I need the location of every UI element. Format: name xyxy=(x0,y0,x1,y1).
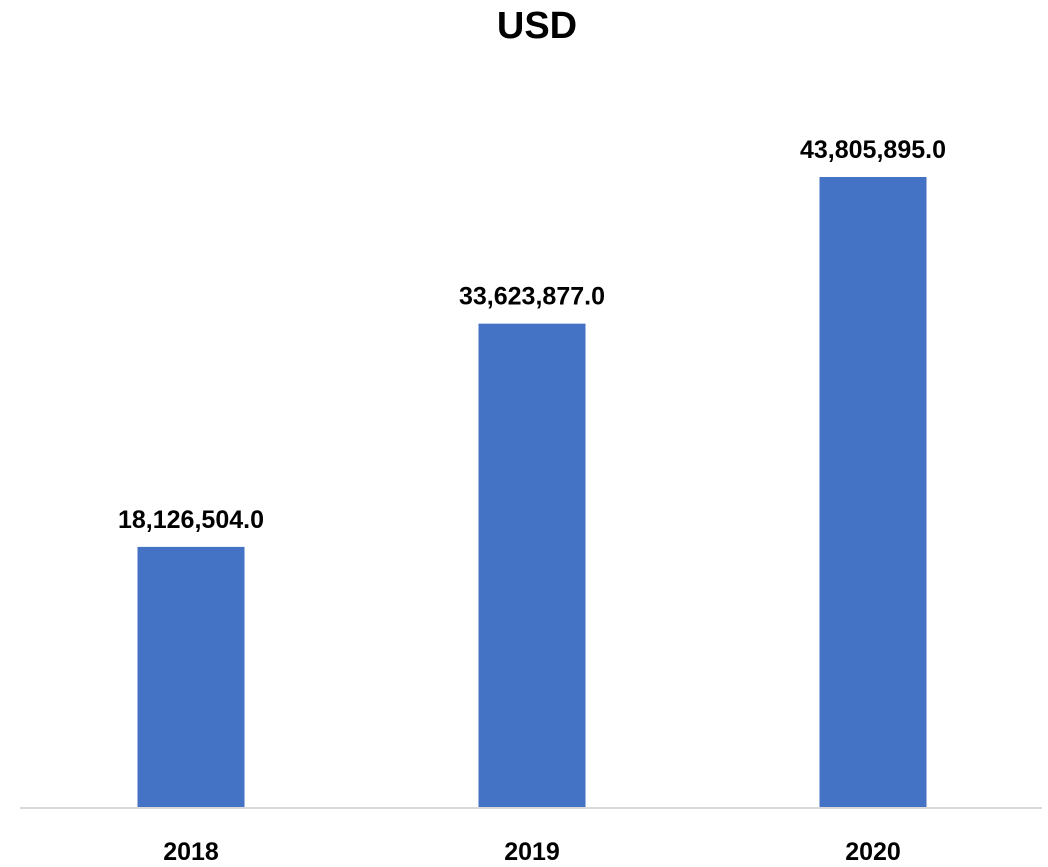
data-labels-layer: 18,126,504.0 33,623,877.0 43,805,895.0 xyxy=(118,136,946,534)
data-label-2018: 18,126,504.0 xyxy=(118,506,264,534)
data-label-2020: 43,805,895.0 xyxy=(800,136,946,164)
data-label-2019: 33,623,877.0 xyxy=(459,283,605,311)
x-tick-label-2018: 2018 xyxy=(163,838,219,866)
x-tick-label-2020: 2020 xyxy=(845,838,901,866)
bar-2020 xyxy=(819,177,927,808)
x-tick-labels-layer: 2018 2019 2020 xyxy=(163,838,901,866)
x-tick-label-2019: 2019 xyxy=(504,838,560,866)
chart-title: USD xyxy=(497,5,577,47)
bar-2018 xyxy=(137,546,245,808)
bars-layer xyxy=(137,177,927,808)
bar-2019 xyxy=(478,323,586,808)
